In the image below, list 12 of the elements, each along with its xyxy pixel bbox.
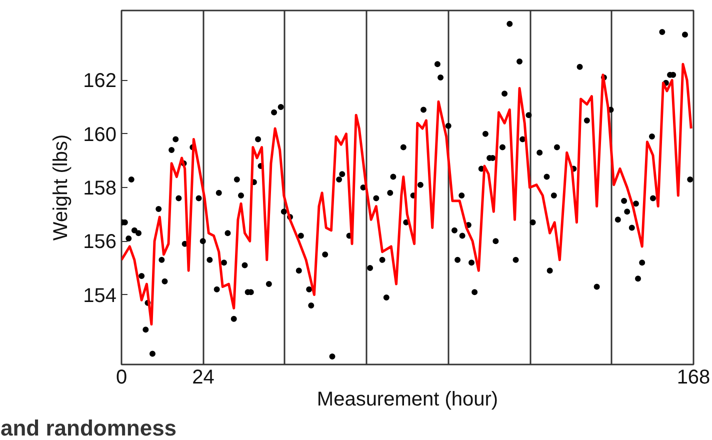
y-tick-label: 160: [83, 124, 117, 146]
x-tick-label: 168: [676, 366, 710, 388]
y-tick-label: 162: [83, 70, 117, 92]
y-tick-label: 154: [83, 284, 117, 307]
x-tick-label: 0: [116, 366, 128, 388]
x-axis-title: Measurement (hour): [316, 388, 498, 410]
x-tick-label: 24: [192, 366, 214, 388]
line-series: [122, 62, 692, 326]
y-tick-label: 158: [83, 178, 117, 200]
text: and randomness: [0, 416, 177, 440]
y-axis-title: Weight (lbs): [50, 134, 72, 241]
y-tick-label: 156: [83, 231, 117, 254]
